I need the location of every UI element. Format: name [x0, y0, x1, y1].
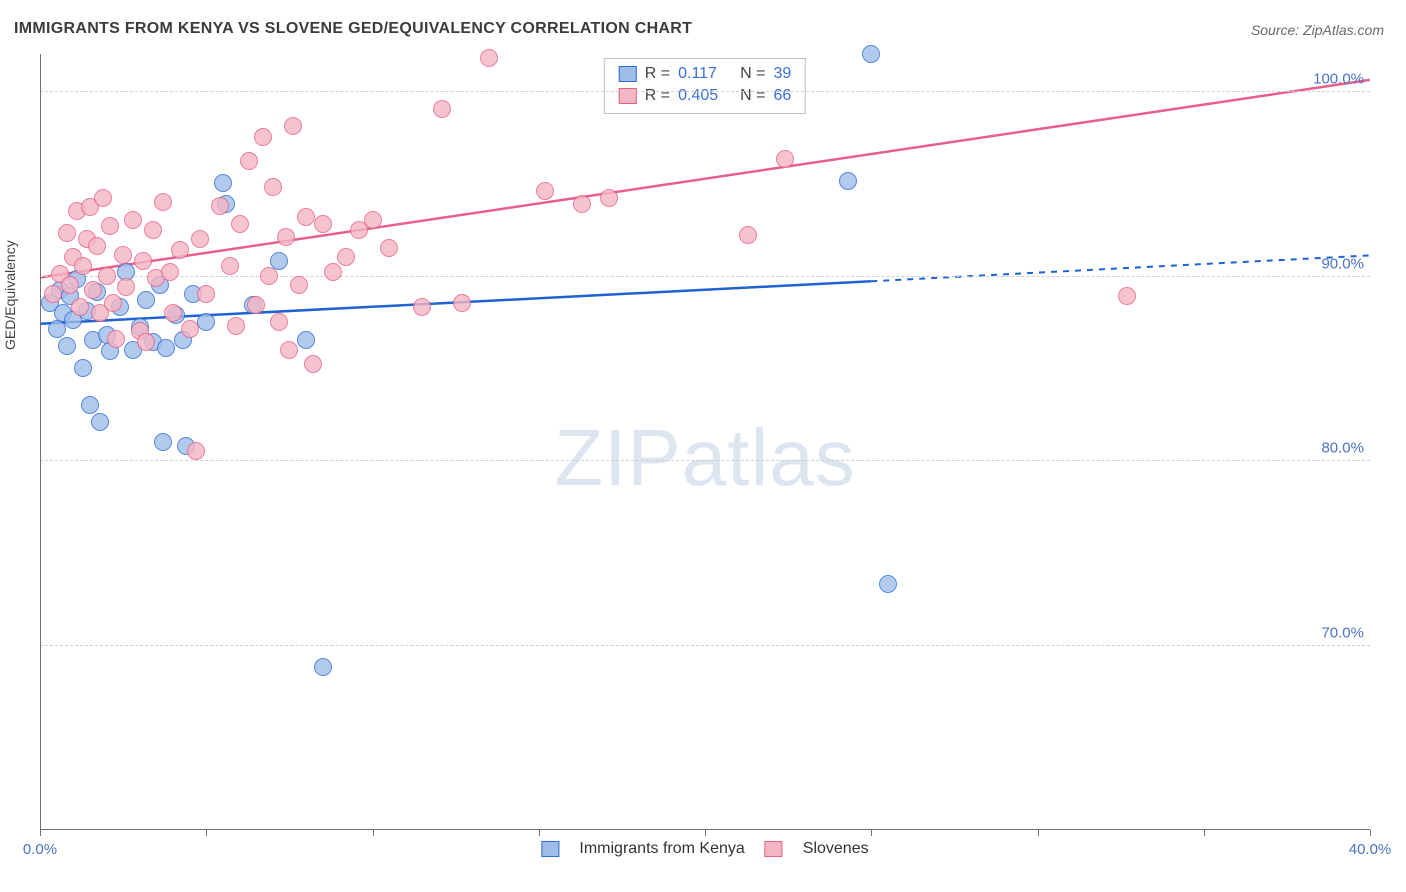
x-tick — [206, 830, 207, 836]
x-tick — [705, 830, 706, 836]
x-tick — [1370, 830, 1371, 836]
chart-source: Source: ZipAtlas.com — [1251, 22, 1384, 38]
x-tick — [40, 830, 41, 836]
x-tick — [871, 830, 872, 836]
legend-label-slovenes: Slovenes — [803, 840, 869, 858]
x-tick — [1204, 830, 1205, 836]
x-tick-label: 40.0% — [1349, 841, 1392, 858]
x-tick — [1038, 830, 1039, 836]
x-tick — [539, 830, 540, 836]
chart-title: IMMIGRANTS FROM KENYA VS SLOVENE GED/EQU… — [14, 20, 692, 38]
legend-swatch-slovenes — [765, 841, 783, 857]
plot-border — [40, 54, 1370, 830]
x-tick — [373, 830, 374, 836]
legend-swatch-kenya — [541, 841, 559, 857]
legend-label-kenya: Immigrants from Kenya — [579, 840, 744, 858]
chart-wrap: IMMIGRANTS FROM KENYA VS SLOVENE GED/EQU… — [0, 0, 1406, 892]
y-axis-label: GED/Equivalency — [2, 240, 18, 350]
x-tick-label: 0.0% — [23, 841, 57, 858]
legend: Immigrants from Kenya Slovenes — [541, 840, 868, 858]
